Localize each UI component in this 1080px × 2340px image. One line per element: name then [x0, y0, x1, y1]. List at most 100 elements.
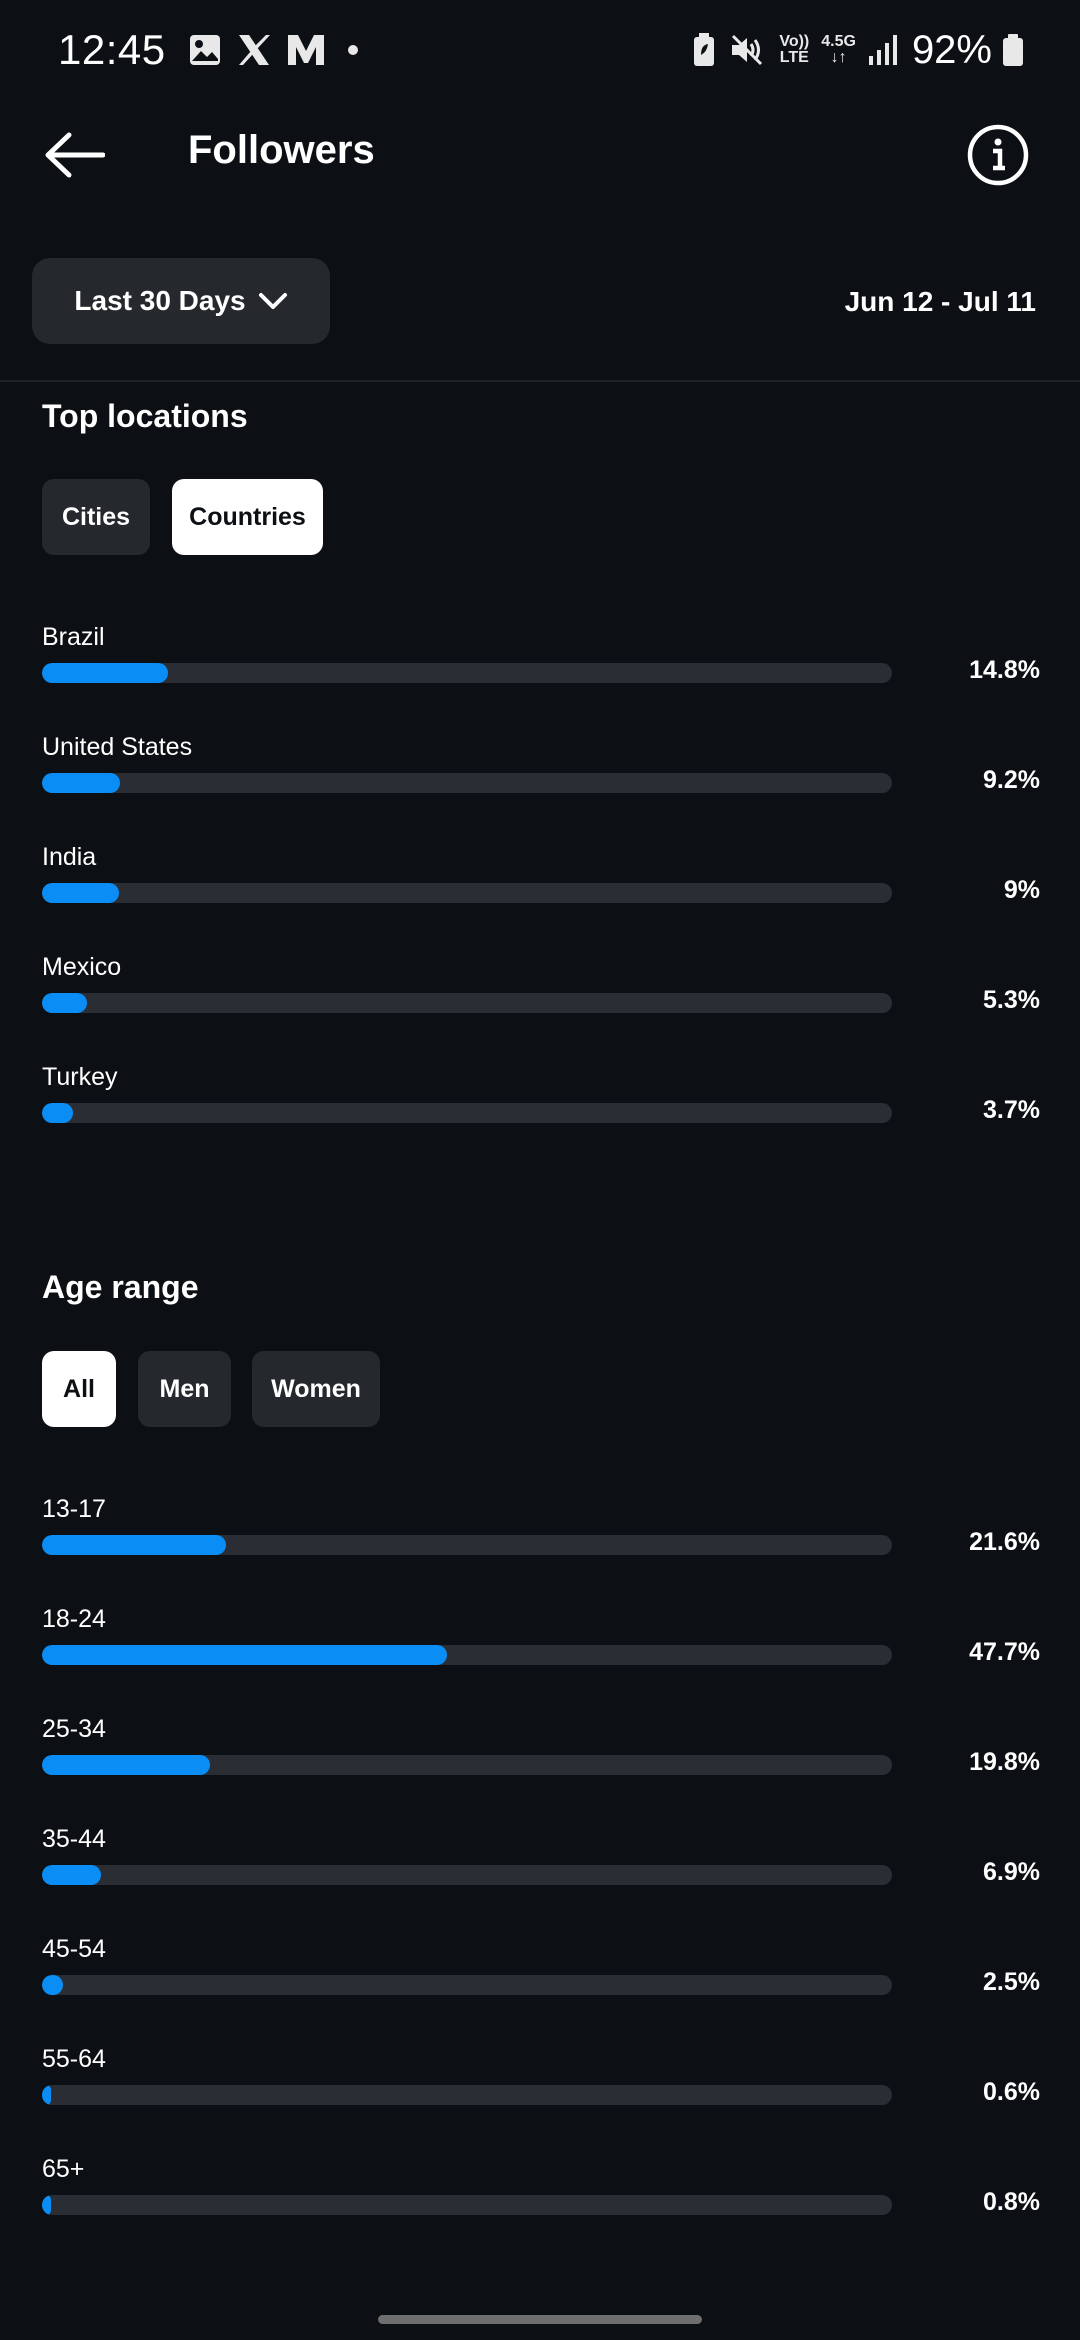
tab-cities-label: Cities — [61, 502, 131, 531]
age-bar-fill — [42, 2195, 51, 2215]
location-bar-track — [42, 993, 892, 1013]
back-button[interactable] — [40, 125, 110, 185]
header-divider — [0, 380, 1080, 382]
age-bar-track — [42, 1755, 892, 1775]
age-row-percent: 19.8% — [969, 1748, 1040, 1776]
location-row-percent: 5.3% — [983, 986, 1040, 1014]
volte-indicator: Vo)) LTE — [779, 34, 809, 66]
age-row: 35-44 6.9% — [42, 1825, 1042, 1905]
status-time: 12:45 — [58, 26, 166, 73]
age-row-percent: 47.7% — [969, 1638, 1040, 1666]
date-range-dropdown-label: Last 30 Days — [74, 285, 246, 316]
age-row-label: 18-24 — [42, 1605, 106, 1633]
tab-all-label: All — [63, 1374, 95, 1403]
location-row: Mexico 5.3% — [42, 953, 1042, 1033]
age-row-label: 35-44 — [42, 1825, 106, 1853]
location-row-label: Mexico — [42, 953, 122, 981]
age-row: 18-24 47.7% — [42, 1605, 1042, 1685]
tab-men[interactable]: Men — [138, 1351, 231, 1427]
location-row-label: Brazil — [42, 623, 105, 651]
mute-icon — [729, 33, 765, 67]
location-bar-track — [42, 773, 892, 793]
tab-women-label: Women — [271, 1374, 361, 1403]
data-arrows-icon: ↓↑ — [830, 49, 847, 66]
status-bar-right: Vo)) LTE 4.5G ↓↑ 92% — [693, 28, 1024, 73]
location-row-label: Turkey — [42, 1063, 118, 1091]
tab-all[interactable]: All — [42, 1351, 116, 1427]
age-row-percent: 6.9% — [983, 1858, 1040, 1886]
age-row-label: 55-64 — [42, 2045, 106, 2073]
volte-bottom-label: LTE — [779, 49, 809, 66]
location-row-label: United States — [42, 733, 193, 761]
tab-women[interactable]: Women — [252, 1351, 380, 1427]
battery-icon — [1002, 33, 1024, 67]
age-bar-fill — [42, 1865, 101, 1885]
tab-men-label: Men — [159, 1374, 210, 1403]
age-row: 45-54 2.5% — [42, 1935, 1042, 2015]
age-row: 55-64 0.6% — [42, 2045, 1042, 2125]
age-bar-fill — [42, 1535, 226, 1555]
medium-app-icon — [286, 33, 326, 67]
age-bar-track — [42, 2085, 892, 2105]
info-icon — [967, 124, 1029, 186]
location-row-percent: 14.8% — [969, 656, 1040, 684]
location-bar-fill — [42, 663, 168, 683]
age-row-label: 45-54 — [42, 1935, 106, 1963]
date-range-dropdown[interactable]: Last 30 Days — [32, 258, 330, 344]
location-row-label: India — [42, 843, 97, 871]
location-bar-fill — [42, 1103, 73, 1123]
age-bar-fill — [42, 1755, 210, 1775]
age-row-label: 25-34 — [42, 1715, 106, 1743]
age-bar-track — [42, 1535, 892, 1555]
age-bar-track — [42, 1865, 892, 1885]
battery-percent: 92% — [911, 27, 992, 72]
age-row-percent: 2.5% — [983, 1968, 1040, 1996]
home-indicator[interactable] — [378, 2315, 702, 2324]
age-range-title: Age range — [42, 1269, 199, 1305]
top-locations-title: Top locations — [42, 398, 248, 434]
chevron-down-icon — [258, 291, 288, 311]
location-row-percent: 9.2% — [983, 766, 1040, 794]
page-title: Followers — [188, 128, 375, 172]
location-row: United States 9.2% — [42, 733, 1042, 813]
age-row-label: 13-17 — [42, 1495, 106, 1523]
age-row-percent: 0.6% — [983, 2078, 1040, 2106]
age-bar-fill — [42, 2085, 51, 2105]
location-bar-track — [42, 1103, 892, 1123]
location-row: Turkey 3.7% — [42, 1063, 1042, 1143]
location-bar-fill — [42, 993, 87, 1013]
volte-top-label: Vo)) — [779, 33, 810, 50]
gallery-icon — [188, 33, 222, 67]
location-bar-fill — [42, 773, 120, 793]
location-row: India 9% — [42, 843, 1042, 923]
info-button[interactable] — [966, 123, 1030, 187]
age-row-percent: 0.8% — [983, 2188, 1040, 2216]
app-header: Followers — [0, 110, 1080, 200]
back-arrow-icon — [45, 132, 105, 178]
age-row: 13-17 21.6% — [42, 1495, 1042, 1575]
location-row: Brazil 14.8% — [42, 623, 1042, 703]
location-bar-fill — [42, 883, 119, 903]
age-bar-fill — [42, 1975, 63, 1995]
location-row-percent: 9% — [1003, 876, 1040, 904]
signal-icon — [868, 34, 898, 66]
age-row-percent: 21.6% — [969, 1528, 1040, 1556]
location-bar-track — [42, 883, 892, 903]
network-type: 4.5G ↓↑ — [821, 34, 856, 66]
age-row: 25-34 19.8% — [42, 1715, 1042, 1795]
age-row: 65+ 0.8% — [42, 2155, 1042, 2235]
date-range-text: Jun 12 - Jul 11 — [844, 286, 1036, 317]
age-bar-fill — [42, 1645, 447, 1665]
tab-countries-label: Countries — [189, 502, 306, 531]
location-bar-track — [42, 663, 892, 683]
tab-cities[interactable]: Cities — [42, 479, 150, 555]
age-bar-track — [42, 2195, 892, 2215]
network-type-label: 4.5G — [821, 33, 856, 50]
status-bar-left: 12:45 — [58, 26, 358, 74]
age-row-label: 65+ — [42, 2155, 85, 2183]
tab-countries[interactable]: Countries — [172, 479, 323, 555]
age-bar-track — [42, 1645, 892, 1665]
battery-saver-icon — [693, 33, 715, 67]
location-row-percent: 3.7% — [983, 1096, 1040, 1124]
age-bar-track — [42, 1975, 892, 1995]
